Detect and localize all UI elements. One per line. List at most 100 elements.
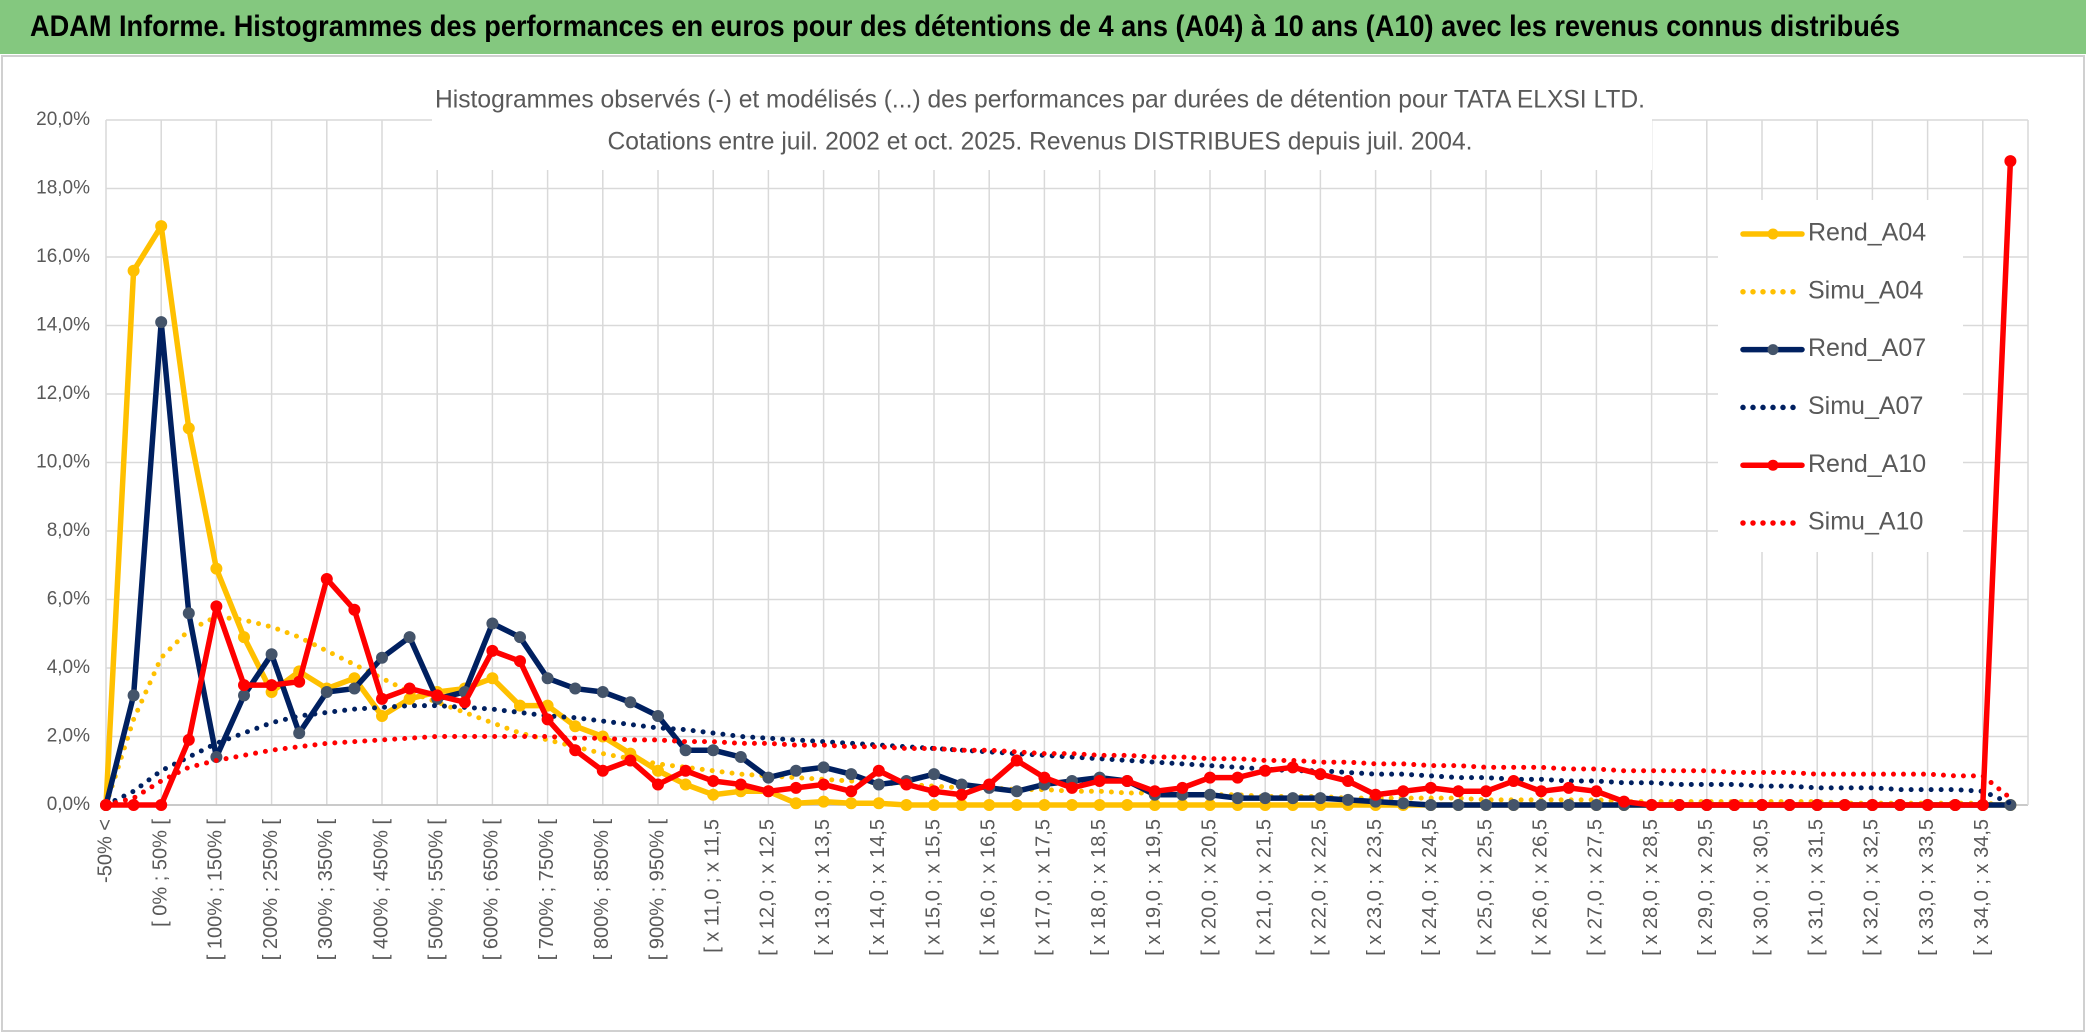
x-tick-label: [ 500% ; 550% [: [425, 819, 447, 961]
marker: [265, 648, 278, 661]
x-tick-label: [ x 20,0 ; x 20,5: [1198, 819, 1220, 956]
marker: [762, 785, 775, 798]
marker: [1976, 799, 1989, 811]
x-tick-label: [ 600% ; 650% [: [481, 819, 503, 961]
marker: [1618, 795, 1630, 808]
marker: [1507, 799, 1520, 811]
marker: [790, 781, 802, 794]
y-tick-label: 20,0%: [36, 109, 90, 130]
chart-subtitle: Cotations entre juil. 2002 et oct. 2025.…: [608, 128, 1473, 156]
x-tick-label: [ x 15,0 ; x 15,5: [922, 819, 944, 956]
marker: [1397, 785, 1410, 798]
legend-label: Simu_A04: [1808, 276, 1923, 304]
marker: [1424, 781, 1437, 794]
marker: [541, 672, 554, 685]
marker: [1093, 799, 1106, 811]
x-tick-label: [ x 32,0 ; x 32,5: [1861, 819, 1883, 956]
marker: [1535, 785, 1548, 798]
marker: [541, 713, 554, 726]
marker: [127, 689, 140, 702]
marker: [872, 778, 885, 791]
marker: [928, 785, 940, 798]
x-tick-label: [ 400% ; 450% [: [370, 819, 392, 961]
marker: [817, 795, 830, 808]
marker: [1204, 799, 1216, 811]
marker: [1259, 792, 1272, 805]
x-tick-label: [ x 18,0 ; x 18,5: [1088, 819, 1110, 956]
header-title: ADAM Informe. Histogrammes des performan…: [30, 10, 1900, 43]
marker: [652, 778, 664, 791]
x-tick-label: [ x 34,0 ; x 34,5: [1971, 819, 1993, 956]
y-tick-label: 10,0%: [36, 452, 90, 473]
line: [103, 158, 2014, 808]
marker: [1921, 799, 1934, 811]
marker: [707, 788, 720, 801]
x-tick-label: [ x 17,0 ; x 17,5: [1033, 819, 1055, 956]
marker: [1756, 799, 1768, 811]
marker: [431, 689, 444, 702]
x-tick-label: [ x 25,0 ; x 25,5: [1474, 819, 1496, 956]
x-tick-label: [ 700% ; 750% [: [536, 819, 558, 961]
legend-marker: [1767, 344, 1779, 356]
legend-label: Rend_A07: [1808, 334, 1926, 362]
legend-box: [1718, 200, 1963, 552]
marker: [1286, 792, 1299, 805]
marker: [155, 220, 168, 233]
marker: [983, 799, 996, 811]
marker: [817, 761, 830, 774]
x-tick-label: [ x 21,0 ; x 21,5: [1253, 819, 1275, 956]
x-tick-label: [ x 14,0 ; x 14,5: [867, 819, 889, 956]
x-tick-label: [ x 13,0 ; x 13,5: [812, 819, 834, 956]
marker: [900, 799, 913, 811]
marker: [155, 316, 168, 329]
marker: [1176, 781, 1189, 794]
marker: [955, 788, 968, 801]
x-tick-label: [ 0% ; 50% [: [149, 819, 171, 927]
marker: [1949, 799, 1962, 811]
marker: [1314, 768, 1327, 781]
marker: [182, 733, 195, 746]
marker: [403, 631, 416, 644]
marker: [127, 799, 140, 811]
marker: [348, 603, 361, 616]
marker: [1894, 799, 1906, 811]
marker: [210, 600, 223, 613]
marker: [1369, 788, 1382, 801]
x-tick-label: [ 800% ; 850% [: [591, 819, 613, 961]
marker: [1700, 799, 1713, 811]
marker: [514, 655, 526, 668]
marker: [1645, 799, 1658, 811]
marker: [1093, 775, 1106, 788]
marker: [238, 679, 250, 692]
marker: [624, 754, 637, 767]
marker: [1038, 771, 1051, 784]
marker: [1148, 785, 1161, 798]
marker: [1811, 799, 1824, 811]
x-tick-label: [ x 29,0 ; x 29,5: [1695, 819, 1717, 956]
marker: [734, 778, 747, 791]
marker: [1314, 792, 1327, 805]
marker: [983, 778, 996, 791]
header-bar: [0, 0, 2086, 54]
marker: [1010, 754, 1023, 767]
marker: [569, 682, 582, 695]
x-tick-label: [ x 27,0 ; x 27,5: [1585, 819, 1607, 956]
marker: [679, 764, 692, 777]
marker: [1452, 799, 1465, 811]
y-tick-label: 6,0%: [47, 589, 90, 610]
marker: [1204, 771, 1216, 784]
x-tick-label: [ 100% ; 150% [: [205, 819, 227, 961]
marker: [1204, 788, 1216, 801]
x-tick-label: [ x 33,0 ; x 33,5: [1916, 819, 1938, 956]
x-tick-label: [ x 22,0 ; x 22,5: [1309, 819, 1331, 956]
marker: [1728, 799, 1741, 811]
marker: [762, 771, 775, 784]
marker: [596, 764, 609, 777]
marker: [1562, 781, 1575, 794]
marker: [238, 689, 250, 702]
marker: [293, 675, 306, 688]
marker: [1480, 799, 1492, 811]
marker: [1286, 761, 1299, 774]
marker: [1066, 799, 1078, 811]
